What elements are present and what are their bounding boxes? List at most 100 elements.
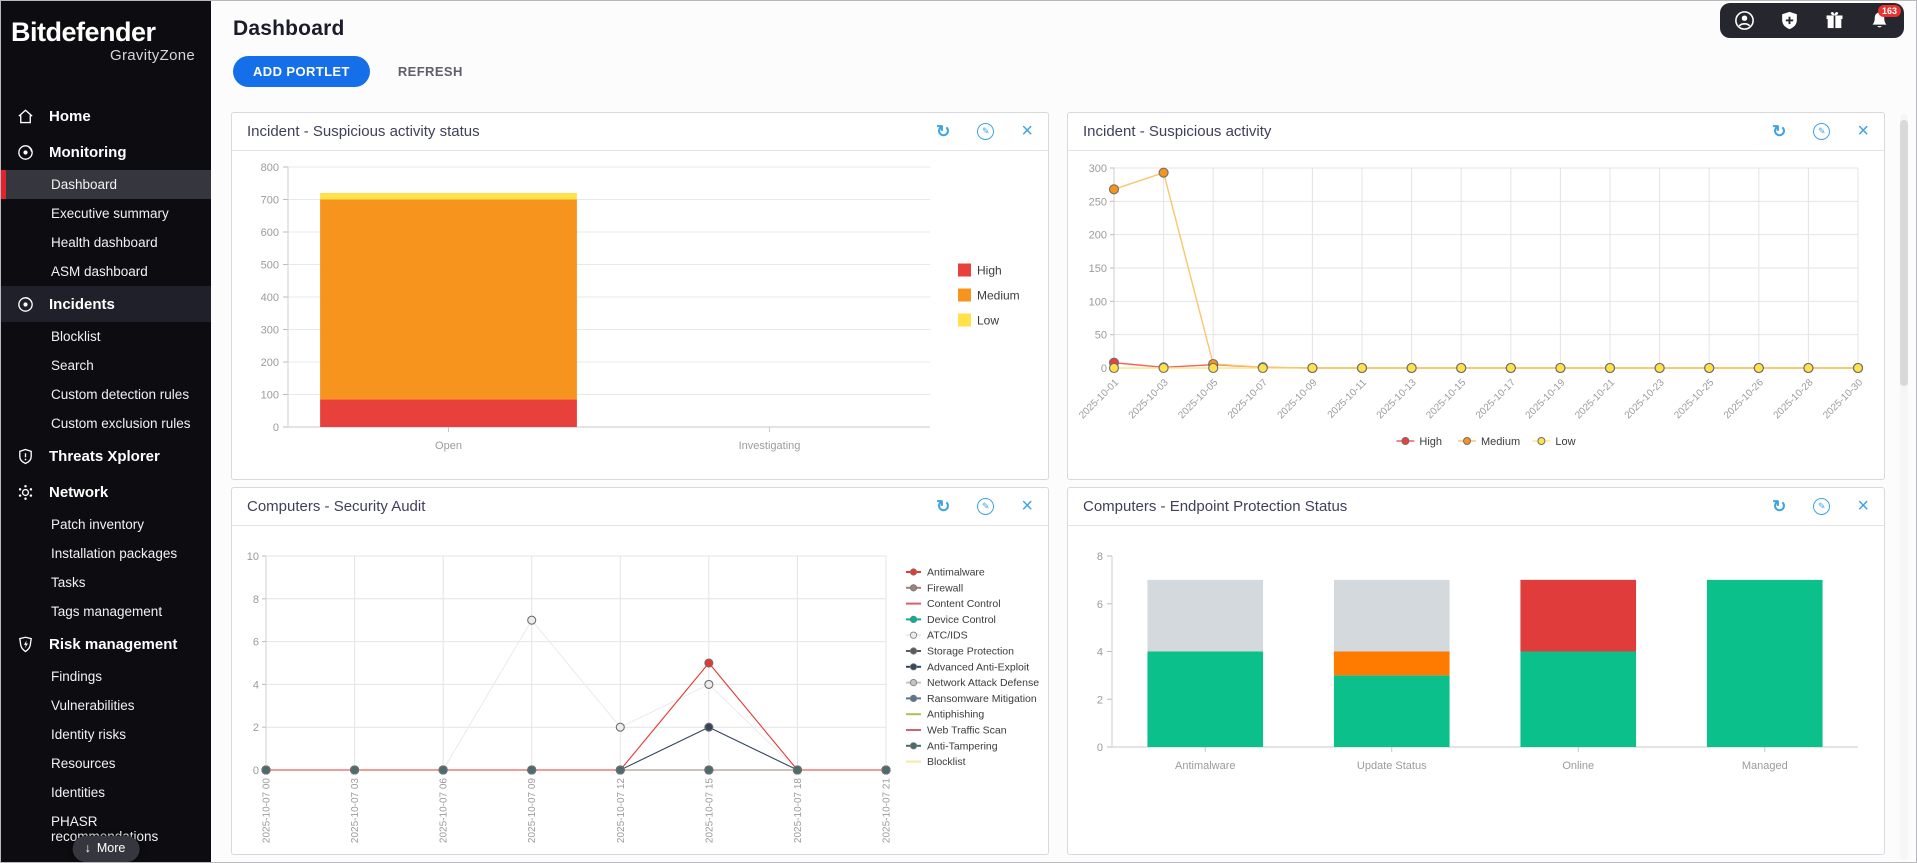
sidebar-item-home[interactable]: Home	[1, 98, 211, 134]
refresh-dashboard-button[interactable]: REFRESH	[397, 64, 463, 79]
risk-icon	[15, 634, 35, 654]
svg-text:2025-10-17: 2025-10-17	[1474, 377, 1518, 421]
svg-text:0: 0	[253, 765, 259, 777]
sidebar: Bitdefender GravityZone Home Monitoring Da…	[1, 1, 211, 862]
sidebar-item-tags-management[interactable]: Tags management	[1, 597, 211, 626]
sidebar-item-asm-dashboard[interactable]: ASM dashboard	[1, 257, 211, 286]
sidebar-item-incidents[interactable]: Incidents	[1, 286, 211, 322]
portlet-edit-icon[interactable]: ✎	[1813, 123, 1831, 140]
sidebar-item-findings[interactable]: Findings	[1, 662, 211, 691]
notification-badge: 163	[1878, 5, 1902, 17]
sidebar-item-label: Vulnerabilities	[51, 698, 135, 713]
sidebar-item-installation-packages[interactable]: Installation packages	[1, 539, 211, 568]
svg-text:2025-10-03: 2025-10-03	[1127, 377, 1171, 421]
portlet-refresh-icon[interactable]: ↻	[1772, 496, 1787, 516]
svg-text:2025-10-30: 2025-10-30	[1821, 377, 1865, 421]
scrollbar-thumb[interactable]	[1900, 120, 1908, 386]
svg-text:2025-10-25: 2025-10-25	[1672, 377, 1716, 421]
svg-text:2025-10-07 09: 2025-10-07 09	[527, 778, 538, 843]
portlet-title: Computers - Endpoint Protection Status	[1083, 498, 1348, 515]
svg-text:800: 800	[261, 162, 279, 174]
sidebar-item-custom-detection-rules[interactable]: Custom detection rules	[1, 380, 211, 409]
svg-text:Antimalware: Antimalware	[1175, 760, 1236, 772]
sidebar-item-identity-risks[interactable]: Identity risks	[1, 720, 211, 749]
svg-text:2025-10-07 00: 2025-10-07 00	[262, 778, 273, 843]
sidebar-item-risk-management[interactable]: Risk management	[1, 626, 211, 662]
shield-plus-icon[interactable]	[1779, 10, 1800, 31]
svg-text:Web Traffic Scan: Web Traffic Scan	[927, 725, 1007, 737]
sidebar-item-label: Monitoring	[49, 143, 127, 161]
sidebar-item-label: Home	[49, 107, 91, 125]
sidebar-item-label: Health dashboard	[51, 235, 158, 250]
svg-text:250: 250	[1089, 196, 1107, 208]
portlet-refresh-icon[interactable]: ↻	[1772, 121, 1787, 141]
sidebar-item-label: Identity risks	[51, 727, 127, 742]
sidebar-item-label: Identities	[51, 785, 106, 800]
svg-text:Content Control: Content Control	[927, 598, 1001, 610]
brand-product: GravityZone	[110, 47, 195, 64]
portlet-header: Computers - Endpoint Protection Status ↻…	[1068, 488, 1884, 526]
brand-name: Bitdefender	[11, 17, 156, 47]
portlet-edit-icon[interactable]: ✎	[977, 123, 995, 140]
add-portlet-button[interactable]: ADD PORTLET	[233, 56, 370, 87]
svg-text:Antimalware: Antimalware	[927, 567, 985, 579]
svg-text:Managed: Managed	[1742, 760, 1788, 772]
sidebar-item-label: Patch inventory	[51, 517, 145, 532]
svg-text:4: 4	[1097, 647, 1103, 659]
portlet-edit-icon[interactable]: ✎	[1813, 498, 1831, 515]
portlet-close-icon[interactable]: ×	[1021, 495, 1033, 517]
svg-text:8: 8	[253, 594, 259, 606]
portlet-incident-suspicious-activity-status: Incident - Suspicious activity status ↻ …	[231, 112, 1049, 480]
portlet-edit-icon[interactable]: ✎	[977, 498, 995, 515]
svg-text:2025-10-15: 2025-10-15	[1424, 377, 1468, 421]
sidebar-item-label: Resources	[51, 756, 116, 771]
svg-text:400: 400	[261, 292, 279, 304]
sidebar-item-vulnerabilities[interactable]: Vulnerabilities	[1, 691, 211, 720]
sidebar-more-button[interactable]: ↓ More	[72, 836, 140, 862]
sidebar-item-search[interactable]: Search	[1, 351, 211, 380]
sidebar-item-custom-exclusion-rules[interactable]: Custom exclusion rules	[1, 409, 211, 438]
notifications-icon[interactable]: 163	[1869, 5, 1902, 31]
svg-text:600: 600	[261, 227, 279, 239]
sidebar-item-blocklist[interactable]: Blocklist	[1, 322, 211, 351]
sidebar-item-threats-xplorer[interactable]: Threats Xplorer	[1, 438, 211, 474]
sidebar-item-dashboard[interactable]: Dashboard	[1, 170, 211, 199]
portlet-close-icon[interactable]: ×	[1021, 120, 1033, 142]
gift-icon[interactable]	[1824, 10, 1845, 31]
svg-text:2025-10-11: 2025-10-11	[1326, 377, 1370, 421]
svg-text:Ransomware Mitigation: Ransomware Mitigation	[927, 693, 1037, 705]
sidebar-item-network[interactable]: Network	[1, 474, 211, 510]
account-icon[interactable]	[1734, 10, 1755, 31]
sidebar-item-executive-summary[interactable]: Executive summary	[1, 199, 211, 228]
portlet-close-icon[interactable]: ×	[1857, 495, 1869, 517]
sidebar-item-tasks[interactable]: Tasks	[1, 568, 211, 597]
sidebar-item-label: Network	[49, 483, 109, 501]
sidebar-item-label: Dashboard	[51, 177, 118, 192]
portlet-actions: ↻ ✎ ×	[936, 120, 1033, 143]
svg-text:Device Control: Device Control	[927, 614, 996, 626]
portlet-refresh-icon[interactable]: ↻	[936, 496, 951, 516]
sidebar-item-label: Custom exclusion rules	[51, 416, 191, 431]
brand-logo[interactable]: Bitdefender GravityZone	[1, 1, 211, 64]
portlet-computers-security-audit: Computers - Security Audit ↻ ✎ × 0 2 4 6 8 10…	[231, 487, 1049, 855]
svg-text:8: 8	[1097, 551, 1103, 563]
portlet-header: Incident - Suspicious activity status ↻ …	[232, 113, 1048, 151]
portlet-computers-endpoint-protection-status: Computers - Endpoint Protection Status ↻…	[1067, 487, 1885, 855]
svg-text:Storage Protection: Storage Protection	[927, 646, 1014, 658]
svg-text:2025-10-07 21: 2025-10-07 21	[882, 778, 893, 843]
portlet-refresh-icon[interactable]: ↻	[936, 121, 951, 141]
monitoring-icon	[15, 142, 35, 162]
home-icon	[15, 106, 35, 126]
sidebar-item-patch-inventory[interactable]: Patch inventory	[1, 510, 211, 539]
svg-text:2025-10-26: 2025-10-26	[1722, 377, 1766, 421]
portlet-close-icon[interactable]: ×	[1857, 120, 1869, 142]
svg-text:0: 0	[1101, 363, 1107, 375]
sidebar-item-health-dashboard[interactable]: Health dashboard	[1, 228, 211, 257]
svg-text:Blocklist: Blocklist	[927, 756, 966, 768]
sidebar-item-resources[interactable]: Resources	[1, 749, 211, 778]
svg-text:2025-10-07 15: 2025-10-07 15	[704, 778, 715, 843]
svg-text:150: 150	[1089, 263, 1107, 275]
sidebar-item-identities[interactable]: Identities	[1, 778, 211, 807]
sidebar-item-monitoring[interactable]: Monitoring	[1, 134, 211, 170]
